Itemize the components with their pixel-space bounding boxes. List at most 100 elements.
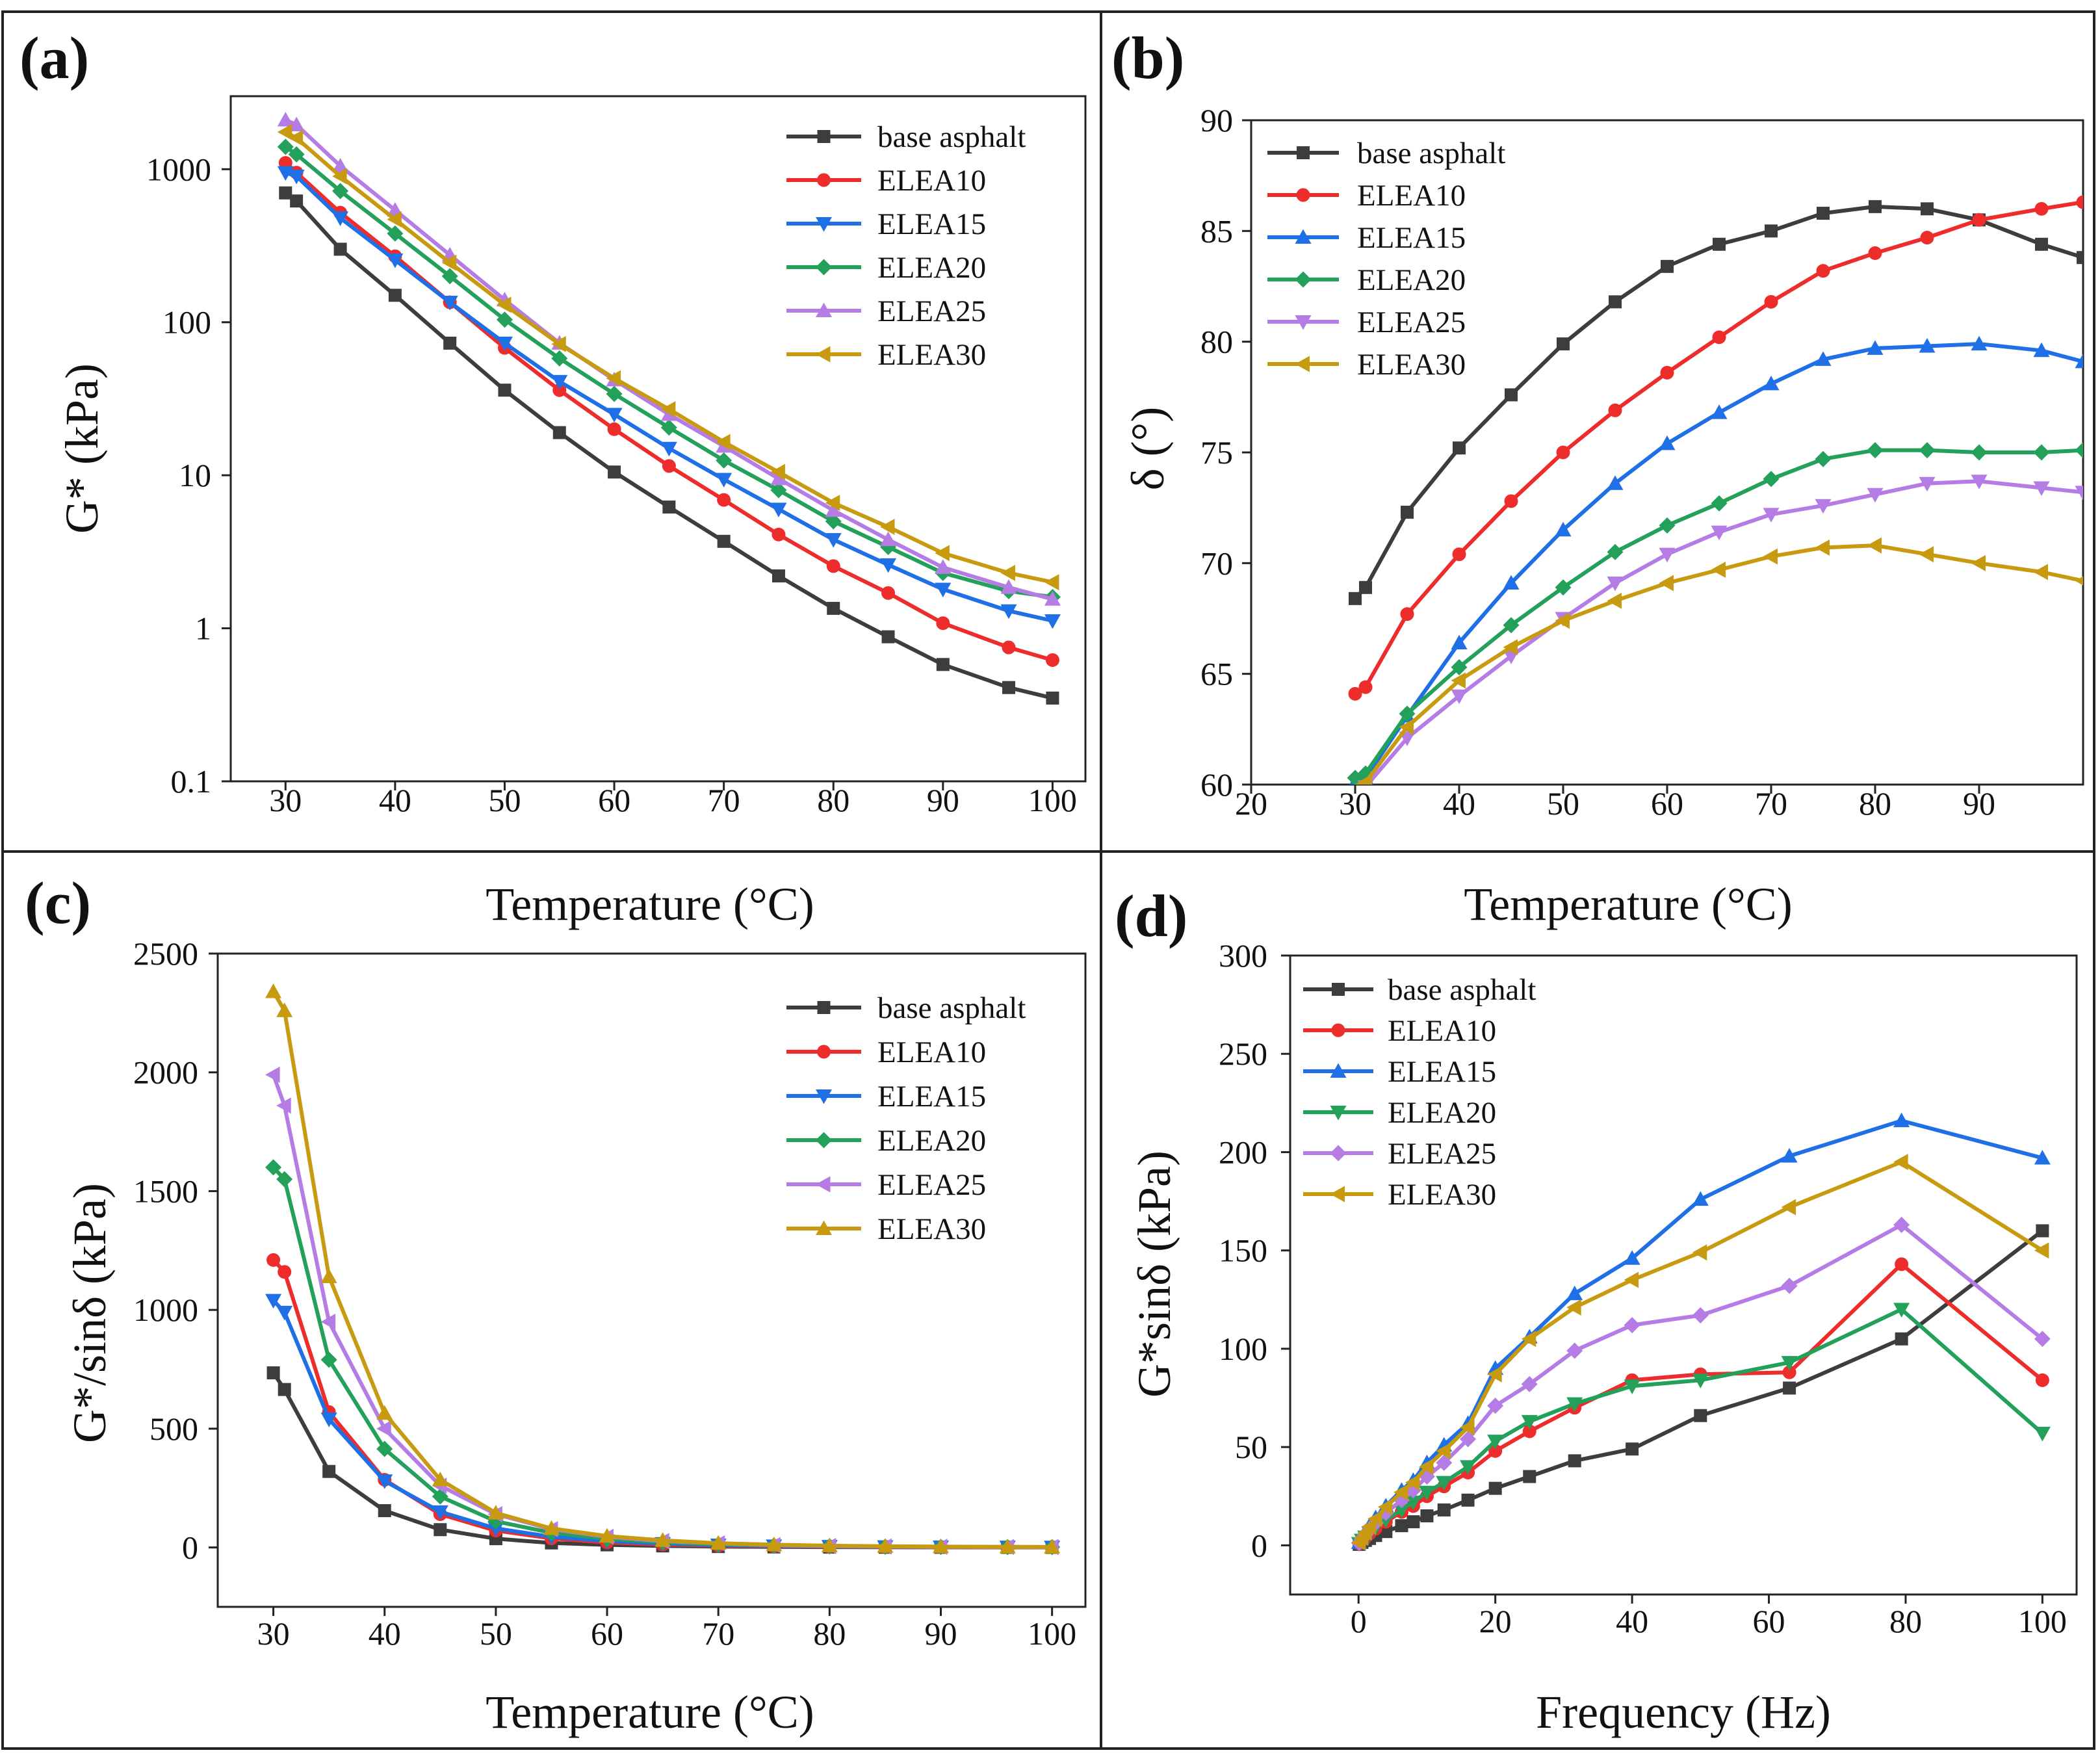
data-point [2034, 202, 2049, 216]
legend: base asphalt ELEA10 ELEA15 ELEA20 ELEA25 ELEA… [1267, 137, 1505, 382]
data-point [1488, 1481, 1502, 1495]
data-point [877, 1538, 894, 1553]
legend-marker [1295, 315, 1312, 330]
data-point [1503, 639, 1518, 656]
data-point [1555, 521, 1572, 537]
data-point [770, 470, 787, 486]
x-tick-label: 30 [1339, 785, 1371, 822]
series-line [1354, 448, 2083, 780]
data-point [332, 168, 347, 185]
data-point [1971, 475, 1988, 489]
x-tick-label: 50 [480, 1615, 512, 1652]
data-point [1451, 634, 1468, 649]
data-point [1607, 543, 1624, 560]
data-point [880, 531, 897, 547]
y-tick-label: 85 [1200, 213, 1233, 249]
data-point [1783, 1381, 1796, 1395]
series-line [1357, 1160, 2043, 1544]
series-elea15 [277, 166, 1061, 629]
data-point [1624, 1271, 1639, 1288]
data-point [1044, 614, 1061, 629]
legend-item: ELEA10 [786, 1035, 986, 1069]
legend-marker [1330, 1106, 1347, 1121]
data-point [441, 296, 458, 311]
legend-item: ELEA15 [786, 1080, 986, 1113]
series-elea10 [1348, 195, 2083, 701]
data-point [1867, 537, 1882, 554]
y-tick-label: 1000 [146, 151, 211, 187]
data-point [487, 1505, 504, 1520]
data-point [2033, 342, 2050, 358]
data-point [766, 1536, 783, 1552]
data-point [265, 1294, 282, 1309]
x-tick-label: 0 [1351, 1603, 1367, 1639]
data-point [935, 545, 950, 562]
data-point [1626, 1442, 1639, 1456]
data-point [2075, 353, 2083, 369]
data-point [2035, 1373, 2049, 1387]
y-tick-label: 10 [179, 457, 211, 493]
x-tick-label: 80 [1889, 1603, 1922, 1639]
legend-label: ELEA30 [877, 1212, 986, 1246]
data-point [332, 183, 349, 200]
legend-label: ELEA15 [1388, 1055, 1496, 1089]
data-point [1521, 1375, 1538, 1392]
legend-label: ELEA20 [1388, 1096, 1496, 1130]
data-point [1816, 264, 1830, 278]
x-axis-label: Temperature (°C) [486, 878, 814, 930]
data-point [2075, 442, 2083, 459]
legend-item: ELEA25 [1303, 1137, 1496, 1171]
legend-item: ELEA15 [786, 207, 986, 241]
data-point [999, 1539, 1016, 1554]
data-point [543, 1520, 560, 1535]
data-point [266, 1366, 280, 1380]
data-point [1487, 1435, 1504, 1450]
data-point [288, 129, 304, 146]
legend-item: ELEA20 [786, 1124, 986, 1158]
y-axis-label: G*/sinδ (kPa) [64, 1183, 116, 1443]
x-tick-label: 30 [269, 782, 302, 818]
data-point [1893, 1216, 1910, 1233]
data-point [1451, 689, 1468, 705]
legend-label: ELEA25 [1388, 1137, 1496, 1171]
data-point [1436, 1454, 1453, 1471]
data-point [1503, 617, 1520, 634]
data-point [388, 289, 402, 302]
legend-marker [1295, 356, 1310, 372]
data-point [1711, 525, 1728, 541]
series-elea30 [277, 124, 1059, 591]
legend-label: ELEA25 [877, 294, 986, 328]
data-point [1377, 1498, 1393, 1515]
data-point [1763, 508, 1780, 523]
data-point [1504, 494, 1518, 508]
legend-item: ELEA15 [1303, 1055, 1496, 1089]
data-point [496, 336, 513, 352]
data-point [1815, 450, 1832, 467]
data-point [608, 465, 621, 479]
panel-a: (a) Temperature (°C) G* (kPa) 30 40 50 60 70… [19, 25, 1087, 930]
data-point [1815, 499, 1832, 514]
x-tick-label: 100 [2018, 1603, 2067, 1639]
legend-item: ELEA20 [1303, 1096, 1496, 1130]
data-point [288, 146, 305, 163]
y-tick-label: 1 [195, 610, 211, 647]
y-tick-label: 100 [1219, 1331, 1267, 1367]
x-tick-label: 60 [591, 1615, 623, 1652]
legend-marker [1331, 1023, 1345, 1037]
data-point [265, 1159, 282, 1176]
data-point [1763, 471, 1780, 488]
data-point [1869, 200, 1882, 213]
data-point [441, 268, 458, 285]
legend-marker [816, 259, 832, 276]
data-point [880, 558, 897, 573]
data-point [1401, 505, 1414, 519]
x-tick-label: 100 [1028, 782, 1077, 818]
data-point [935, 559, 952, 574]
data-point [2075, 486, 2083, 501]
x-tick-label: 60 [1651, 785, 1683, 822]
data-point [770, 482, 787, 499]
legend-marker [816, 217, 832, 232]
data-point [1000, 579, 1017, 594]
data-point [1405, 1495, 1421, 1511]
